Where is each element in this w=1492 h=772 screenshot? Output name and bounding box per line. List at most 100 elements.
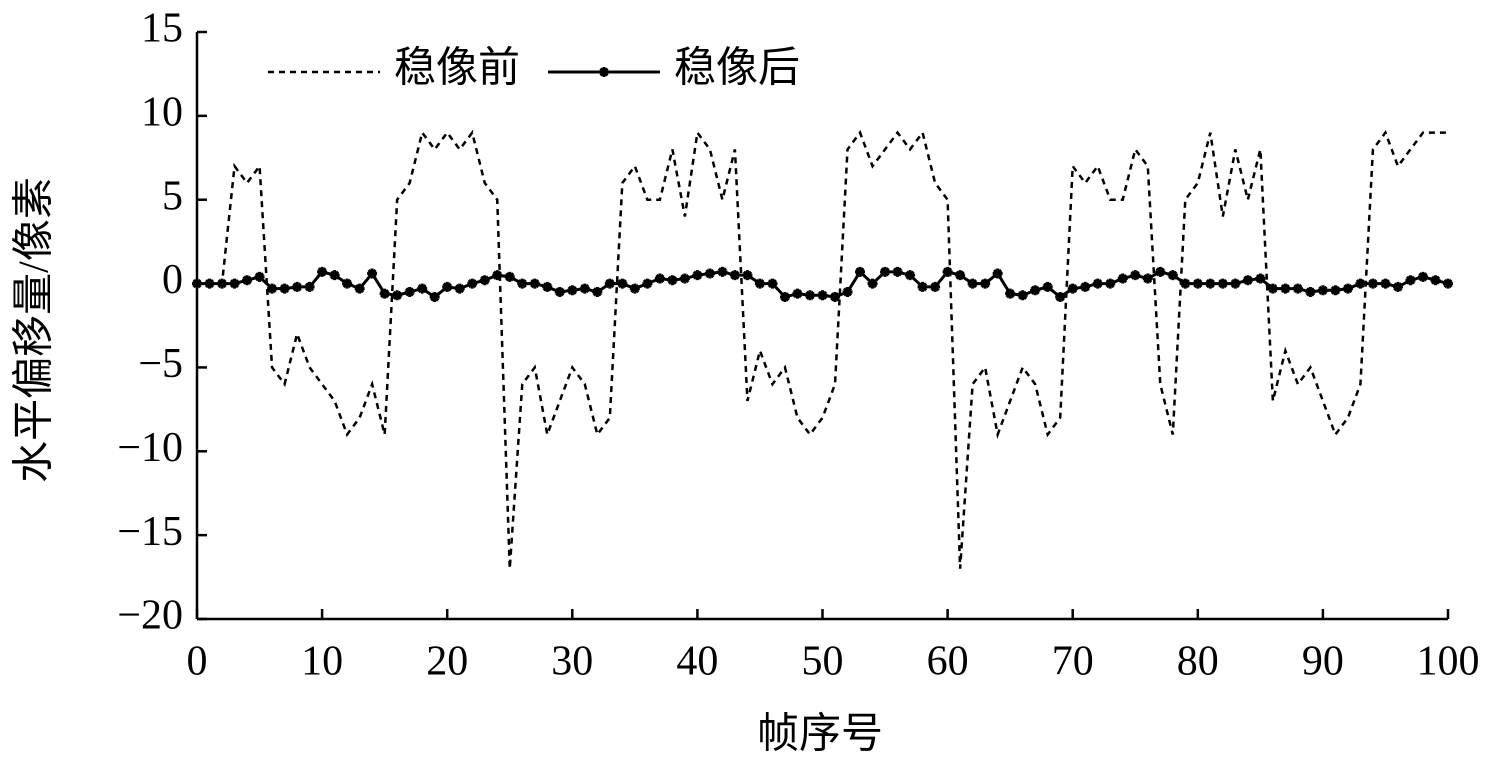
x-tick-label: 80 xyxy=(1177,639,1219,685)
point-marker xyxy=(779,291,790,302)
point-marker xyxy=(542,281,553,292)
point-marker xyxy=(454,283,465,294)
legend-label: 稳像后 xyxy=(674,46,800,92)
point-marker xyxy=(855,266,866,277)
x-tick-label: 0 xyxy=(187,639,208,685)
point-marker xyxy=(354,283,365,294)
point-marker xyxy=(830,291,841,302)
point-marker xyxy=(1292,283,1303,294)
point-marker xyxy=(567,285,578,296)
point-marker xyxy=(717,266,728,277)
point-marker xyxy=(1005,288,1016,299)
point-marker xyxy=(442,281,453,292)
y-tick-label: −10 xyxy=(117,425,183,471)
point-marker xyxy=(192,278,202,289)
point-marker xyxy=(1105,278,1116,289)
point-marker xyxy=(1217,278,1228,289)
x-axis-label: 帧序号 xyxy=(757,712,883,758)
point-marker xyxy=(1355,278,1366,289)
point-marker xyxy=(1117,273,1128,284)
point-marker xyxy=(1430,275,1441,286)
point-marker xyxy=(629,283,640,294)
point-marker xyxy=(592,286,603,297)
point-marker xyxy=(980,278,991,289)
point-marker xyxy=(517,278,528,289)
point-marker xyxy=(817,290,828,301)
y-tick-label: 10 xyxy=(141,89,183,135)
point-marker xyxy=(1367,278,1378,289)
point-marker xyxy=(804,290,815,301)
point-marker xyxy=(404,286,415,297)
point-marker xyxy=(992,268,1003,279)
point-marker xyxy=(642,278,653,289)
y-axis-label: 水平偏移量/像素 xyxy=(12,177,58,483)
point-marker xyxy=(1092,278,1103,289)
y-tick-label: 15 xyxy=(141,6,183,52)
x-tick-label: 60 xyxy=(927,639,969,685)
point-marker xyxy=(329,270,340,281)
point-marker xyxy=(1242,275,1253,286)
x-tick-label: 30 xyxy=(551,639,593,685)
point-marker xyxy=(767,278,778,289)
point-marker xyxy=(1055,291,1066,302)
point-marker xyxy=(1017,290,1028,301)
point-marker xyxy=(1267,283,1278,294)
point-marker xyxy=(1342,283,1353,294)
point-marker xyxy=(204,278,215,289)
point-marker xyxy=(617,278,628,289)
x-tick-label: 90 xyxy=(1302,639,1344,685)
point-marker xyxy=(654,273,665,284)
point-marker xyxy=(667,275,678,286)
y-tick-label: 0 xyxy=(162,257,183,303)
point-marker xyxy=(692,270,703,281)
point-marker xyxy=(492,270,503,281)
point-marker xyxy=(1192,278,1203,289)
point-marker xyxy=(942,266,953,277)
x-tick-label: 70 xyxy=(1052,639,1094,685)
point-marker xyxy=(342,278,353,289)
point-marker xyxy=(1405,275,1416,286)
point-marker xyxy=(892,266,903,277)
legend-label: 稳像前 xyxy=(394,46,520,92)
point-marker xyxy=(792,288,803,299)
y-tick-label: −20 xyxy=(117,593,183,639)
x-tick-label: 20 xyxy=(426,639,468,685)
y-tick-label: −5 xyxy=(138,341,183,387)
point-marker xyxy=(504,271,515,282)
point-marker xyxy=(967,278,978,289)
point-marker xyxy=(304,281,315,292)
point-marker xyxy=(1155,266,1166,277)
point-marker xyxy=(880,266,891,277)
point-marker xyxy=(267,283,278,294)
x-tick-label: 40 xyxy=(676,639,718,685)
point-marker xyxy=(417,283,428,294)
point-marker xyxy=(842,286,853,297)
point-marker xyxy=(1280,283,1291,294)
point-marker xyxy=(229,278,240,289)
legend-marker xyxy=(599,67,610,77)
point-marker xyxy=(1180,278,1191,289)
x-tick-label: 100 xyxy=(1417,639,1480,685)
y-tick-label: −15 xyxy=(117,509,183,555)
point-marker xyxy=(1443,278,1453,289)
point-marker xyxy=(1067,283,1078,294)
point-marker xyxy=(679,273,690,284)
point-marker xyxy=(1305,286,1316,297)
point-marker xyxy=(1392,281,1403,292)
point-marker xyxy=(279,283,290,294)
point-marker xyxy=(1205,278,1216,289)
point-marker xyxy=(292,281,303,292)
point-marker xyxy=(217,278,228,289)
point-marker xyxy=(1030,285,1041,296)
point-marker xyxy=(905,270,916,281)
point-marker xyxy=(479,275,490,286)
point-marker xyxy=(1080,281,1091,292)
point-marker xyxy=(1317,285,1328,296)
point-marker xyxy=(467,278,478,289)
point-marker xyxy=(1330,285,1341,296)
point-marker xyxy=(1130,270,1141,281)
point-marker xyxy=(1167,270,1178,281)
point-marker xyxy=(379,288,390,299)
point-marker xyxy=(529,278,540,289)
